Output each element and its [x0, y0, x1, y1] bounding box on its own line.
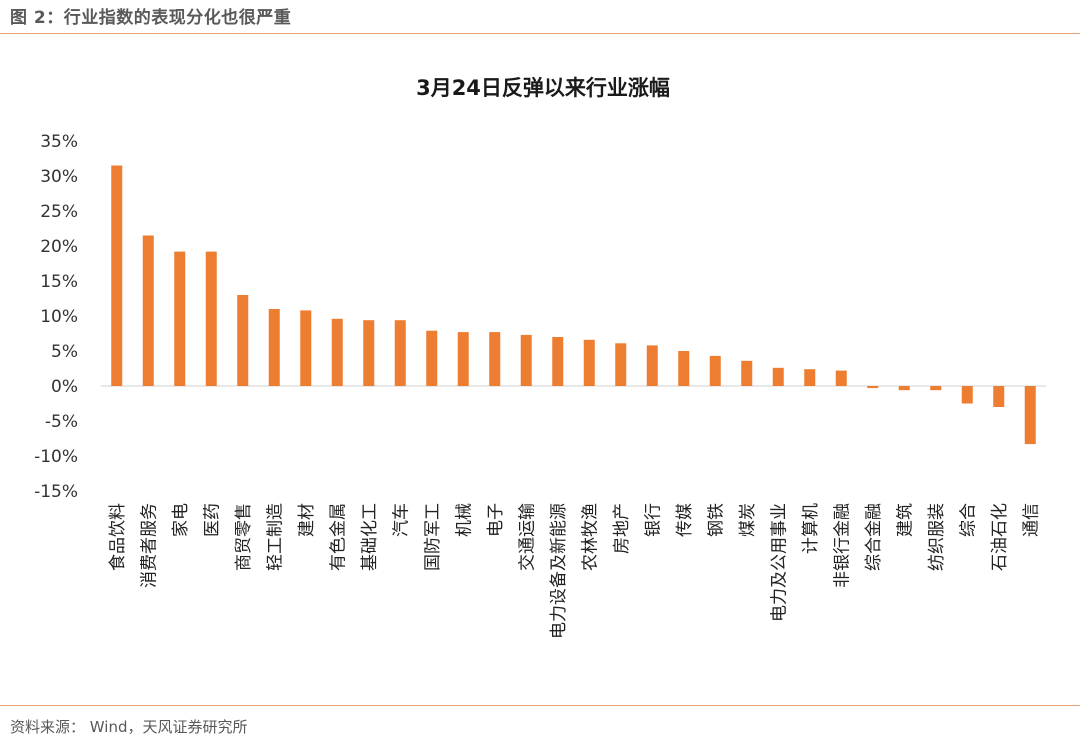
bar-19: [678, 351, 690, 386]
x-category-label: 电子: [486, 503, 506, 537]
x-category-label: 房地产: [612, 503, 632, 554]
bar-26: [898, 386, 910, 391]
x-category-label: 汽车: [391, 503, 411, 537]
bar-23: [804, 369, 816, 386]
bar-25: [867, 386, 879, 389]
bar-8: [331, 318, 343, 386]
x-category-label: 建材: [297, 503, 317, 537]
x-category-label: 轻工制造: [265, 503, 285, 571]
x-category-label: 计算机: [801, 503, 821, 554]
x-category-label: 电力设备及新能源: [549, 503, 569, 639]
bar-12: [457, 332, 469, 386]
x-category-label: 传媒: [675, 503, 695, 537]
y-tick-label: 20%: [40, 237, 78, 257]
bar-7: [300, 310, 312, 386]
y-tick-label: -5%: [45, 412, 78, 432]
bar-28: [961, 386, 973, 404]
x-category-label: 煤炭: [738, 503, 758, 537]
bar-6: [268, 309, 280, 386]
bar-29: [993, 386, 1005, 407]
bar-14: [520, 334, 532, 386]
bar-10: [394, 320, 406, 386]
x-category-label: 钢铁: [706, 503, 726, 537]
x-category-label: 建筑: [895, 503, 915, 537]
chart-title: 3月24日反弹以来行业涨幅: [416, 76, 670, 100]
bar-22: [772, 367, 784, 386]
x-category-label: 消费者服务: [139, 503, 159, 588]
source-note: 资料来源： Wind，天风证券研究所: [10, 718, 248, 736]
x-category-label: 农林牧渔: [580, 503, 600, 571]
bar-5: [237, 295, 249, 386]
bars: [111, 165, 1036, 445]
y-axis: 35% 30% 25% 20% 15% 10% 5% 0% -5% -10% -15%: [34, 132, 78, 502]
y-tick-label: 5%: [51, 342, 78, 362]
y-tick-label: 0%: [51, 377, 78, 397]
bar-13: [489, 332, 501, 386]
x-category-label: 机械: [454, 503, 474, 537]
x-category-label: 家电: [171, 503, 191, 537]
x-category-label: 非银行金融: [832, 503, 852, 588]
y-tick-label: 30%: [40, 167, 78, 187]
x-category-label: 综合: [958, 503, 978, 537]
y-tick-label: 15%: [40, 272, 78, 292]
bar-11: [426, 330, 438, 386]
x-category-label: 医药: [202, 503, 222, 537]
x-category-label: 商贸零售: [234, 503, 254, 571]
y-tick-label: 25%: [40, 202, 78, 222]
bar-4: [205, 251, 217, 386]
bar-18: [646, 345, 658, 386]
bottom-divider: [0, 705, 1080, 706]
category-labels: 食品饮料 消费者服务 家电 医药 商贸零售 轻工制造 建材 有色金属 基础化工 汽车 国防军工 机械电…: [108, 503, 1042, 639]
x-category-label: 电力及公用事业: [769, 503, 789, 622]
bar-15: [552, 337, 564, 386]
y-tick-label: 10%: [40, 307, 78, 327]
bar-3: [174, 251, 186, 386]
x-category-label: 交通运输: [517, 503, 537, 571]
bar-1: [111, 165, 123, 386]
bar-27: [930, 386, 942, 391]
bar-17: [615, 343, 627, 386]
bar-20: [709, 355, 721, 386]
x-category-label: 银行: [643, 503, 663, 537]
bar-16: [583, 339, 595, 386]
bar-9: [363, 320, 375, 386]
bar-21: [741, 360, 753, 386]
x-category-label: 国防军工: [423, 503, 443, 571]
bar-30: [1024, 386, 1036, 445]
x-category-label: 有色金属: [328, 503, 348, 571]
x-category-label: 通信: [1021, 503, 1041, 537]
y-tick-label: 35%: [40, 132, 78, 152]
x-category-label: 食品饮料: [108, 503, 128, 571]
x-category-label: 基础化工: [360, 503, 380, 571]
bar-chart: 3月24日反弹以来行业涨幅 35% 30% 25% 20% 15% 10% 5% 0% -5% -…: [34, 76, 1046, 639]
top-divider: [0, 33, 1080, 34]
x-category-label: 纺织服装: [927, 503, 947, 571]
y-tick-label: -10%: [34, 447, 78, 467]
y-tick-label: -15%: [34, 482, 78, 502]
x-category-label: 石油石化: [990, 503, 1010, 571]
x-category-label: 综合金融: [864, 503, 884, 571]
bar-24: [835, 370, 847, 386]
bar-2: [142, 235, 154, 386]
figure-caption: 图 2：行业指数的表现分化也很严重: [10, 8, 292, 28]
